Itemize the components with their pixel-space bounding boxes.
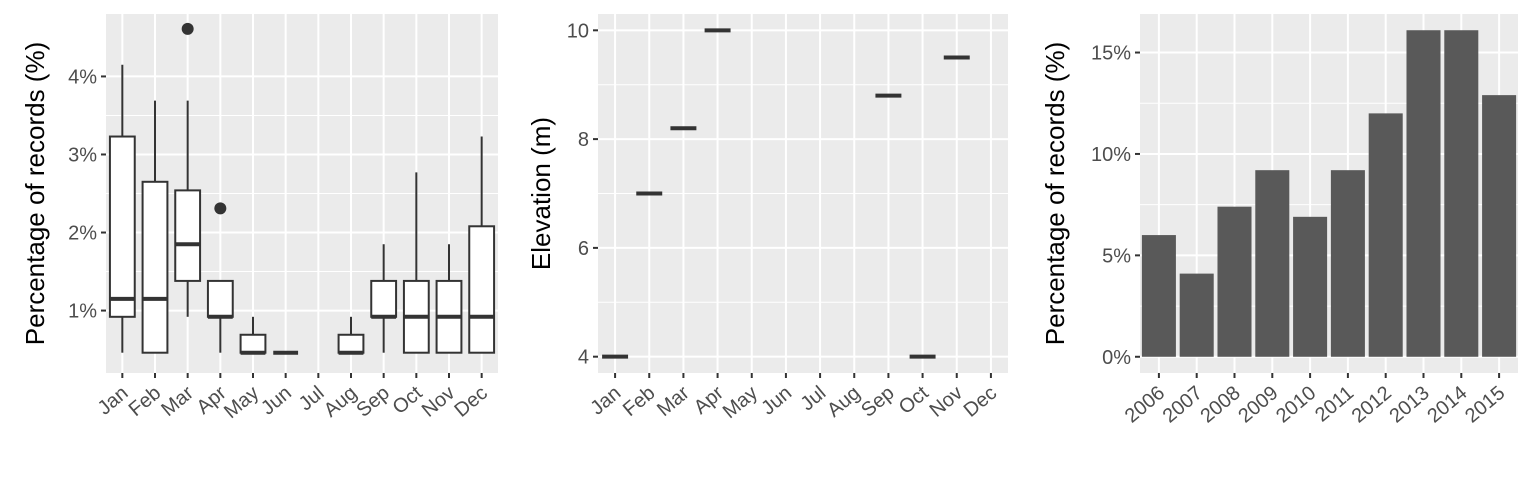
x-tick-label: 2008	[1196, 382, 1244, 427]
outlier-point	[181, 22, 194, 35]
x-tick-label: Apr	[690, 382, 728, 419]
y-axis-title: Elevation (m)	[526, 117, 556, 270]
x-tick-label: Jun	[257, 382, 296, 420]
box-feb	[141, 100, 169, 354]
box-body	[468, 225, 496, 354]
bar-2010	[1293, 216, 1328, 357]
bar-2007	[1179, 273, 1214, 357]
box-dec	[468, 136, 496, 354]
y-tick-label: 4	[578, 347, 589, 369]
box-apr	[206, 202, 234, 353]
y-tick-label: 4%	[68, 66, 97, 88]
y-tick-label: 10%	[1091, 144, 1131, 166]
box-body	[141, 180, 169, 354]
x-tick-label: Jul	[797, 382, 831, 415]
x-tick-label: 2010	[1272, 382, 1320, 427]
box-aug	[337, 316, 365, 355]
box-body	[370, 279, 398, 318]
bar-2009	[1255, 170, 1290, 357]
box-body	[206, 279, 234, 318]
y-tick-label: 5%	[1102, 245, 1131, 267]
outlier-point	[214, 202, 227, 215]
bar-2006	[1141, 235, 1176, 357]
x-tick-label: Jun	[757, 382, 796, 420]
box-body	[239, 333, 267, 354]
x-tick-label: Mar	[653, 382, 694, 421]
box-nov	[435, 244, 463, 354]
y-tick-label: 10	[567, 20, 589, 42]
box-body	[108, 135, 136, 318]
y-tick-label: 0%	[1102, 347, 1131, 369]
bar-2013	[1406, 30, 1441, 357]
x-tick-label: 2013	[1385, 382, 1433, 427]
x-tick-label: 2011	[1311, 382, 1358, 427]
x-tick-label: 2006	[1121, 382, 1169, 427]
chart-panel-3: 0%5%10%15%200620072008200920102011201220…	[1040, 14, 1518, 427]
box-sep	[370, 244, 398, 353]
box-mar	[174, 22, 202, 317]
x-tick-label: 2007	[1159, 382, 1207, 427]
x-tick-label: Dec	[960, 382, 1001, 422]
box-may	[239, 316, 267, 355]
y-tick-label: 8	[578, 129, 589, 151]
box-body	[174, 189, 202, 282]
x-tick-label: Jan	[94, 382, 133, 420]
box-body	[337, 333, 365, 354]
bar-2015	[1482, 95, 1517, 357]
x-tick-label: Aug	[823, 382, 864, 422]
y-tick-label: 15%	[1091, 43, 1131, 65]
x-tick-label: May	[719, 382, 762, 423]
y-tick-label: 2%	[68, 223, 97, 245]
x-tick-label: 2014	[1423, 382, 1471, 427]
y-tick-label: 1%	[68, 301, 97, 323]
bar-2012	[1368, 113, 1403, 357]
x-tick-label: Jan	[586, 382, 625, 420]
chart-panel-1: 1%2%3%4%JanFebMarAprMayJunJulAugSepOctNo…	[20, 14, 498, 423]
x-tick-label: Nov	[926, 382, 967, 422]
box-oct	[402, 172, 430, 354]
x-tick-label: Oct	[895, 382, 933, 419]
x-tick-label: Dec	[450, 382, 491, 422]
x-tick-label: 2015	[1461, 382, 1509, 427]
box-jan	[108, 64, 136, 353]
x-tick-label: Feb	[619, 382, 660, 421]
bar-2014	[1444, 30, 1479, 357]
x-tick-label: 2009	[1234, 382, 1282, 427]
bar-2011	[1330, 170, 1365, 357]
x-tick-label: 2012	[1348, 382, 1396, 427]
y-tick-label: 6	[578, 238, 589, 260]
y-axis-title: Percentage of records (%)	[1040, 42, 1070, 345]
x-tick-label: Oct	[389, 382, 427, 419]
bar-2008	[1217, 206, 1252, 357]
x-tick-label: Sep	[857, 382, 898, 422]
y-axis-title: Percentage of records (%)	[20, 42, 50, 345]
y-tick-label: 3%	[68, 144, 97, 166]
